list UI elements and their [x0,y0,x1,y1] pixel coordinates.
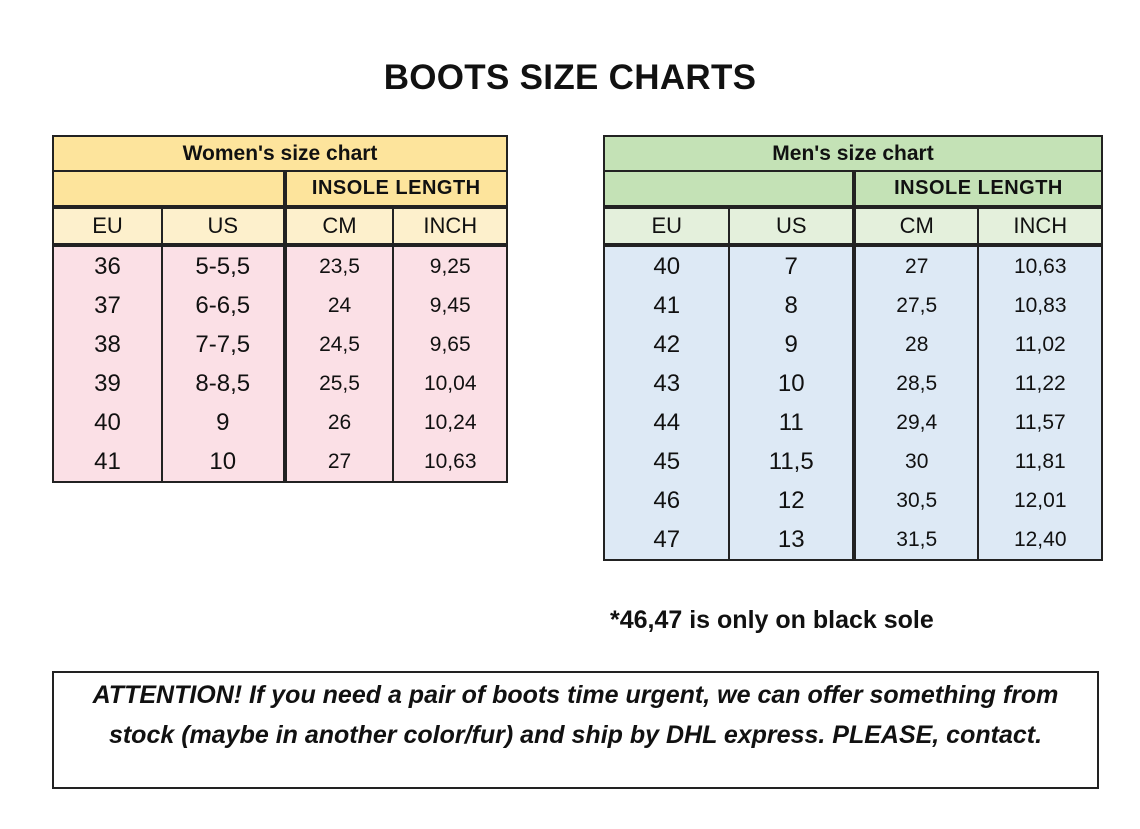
men-us-cell: 12 [728,481,855,520]
women-inch-cell: 10,24 [392,403,508,442]
men-insole-label: INSOLE LENGTH [851,170,1104,208]
table-row: 38 7-7,5 24,5 9,65 [52,325,508,364]
men-header-inch: INCH [977,205,1103,246]
women-header-us: US [160,205,286,246]
men-eu-cell: 43 [602,364,731,403]
women-header-eu: EU [52,205,163,246]
men-us-cell: 13 [728,520,855,561]
men-cm-cell: 30,5 [851,481,980,520]
women-eu-cell: 37 [52,286,163,325]
women-insole-spacer [52,170,286,208]
women-inch-cell: 10,63 [392,442,508,483]
women-header-cm: CM [282,205,395,246]
women-size-table: Women's size chart INSOLE LENGTH EU US C… [52,135,509,483]
attention-notice: ATTENTION! If you need a pair of boots t… [52,671,1099,789]
women-us-cell: 7-7,5 [160,325,286,364]
men-inch-cell: 11,81 [977,442,1103,481]
men-header-eu: EU [602,205,731,246]
women-eu-cell: 40 [52,403,163,442]
women-eu-cell: 39 [52,364,163,403]
men-eu-cell: 41 [602,286,731,325]
women-cm-cell: 27 [282,442,395,483]
table-row: 40 7 27 10,63 [602,243,1103,286]
women-header-inch: INCH [392,205,508,246]
men-inch-cell: 10,83 [977,286,1103,325]
men-cm-cell: 28,5 [851,364,980,403]
table-row: 42 9 28 11,02 [602,325,1103,364]
men-us-cell: 9 [728,325,855,364]
black-sole-note: *46,47 is only on black sole [610,606,934,634]
women-cm-cell: 26 [282,403,395,442]
table-row: 44 11 29,4 11,57 [602,403,1103,442]
men-eu-cell: 47 [602,520,731,561]
men-table-title: Men's size chart [603,135,1103,172]
men-inch-cell: 11,02 [977,325,1103,364]
men-header-us: US [728,205,855,246]
men-eu-cell: 40 [602,243,731,286]
men-us-cell: 8 [728,286,855,325]
women-us-cell: 10 [160,442,286,483]
women-eu-cell: 38 [52,325,163,364]
men-us-cell: 10 [728,364,855,403]
men-inch-cell: 11,22 [977,364,1103,403]
table-row: 45 11,5 30 11,81 [602,442,1103,481]
women-inch-cell: 10,04 [392,364,508,403]
men-inch-cell: 12,01 [977,481,1103,520]
men-cm-cell: 31,5 [851,520,980,561]
women-table-title: Women's size chart [52,135,508,172]
women-inch-cell: 9,25 [392,243,508,286]
men-eu-cell: 46 [602,481,731,520]
table-row: 36 5-5,5 23,5 9,25 [52,243,508,286]
men-header-cm: CM [851,205,980,246]
men-cm-cell: 30 [851,442,980,481]
attention-text: ATTENTION! If you need a pair of boots t… [92,681,1059,749]
women-cm-cell: 24,5 [282,325,395,364]
women-inch-cell: 9,65 [392,325,508,364]
table-row: 47 13 31,5 12,40 [602,520,1103,561]
table-row: 46 12 30,5 12,01 [602,481,1103,520]
men-cm-cell: 29,4 [851,403,980,442]
women-eu-cell: 36 [52,243,163,286]
table-row: 37 6-6,5 24 9,45 [52,286,508,325]
men-eu-cell: 45 [602,442,731,481]
table-row: 41 8 27,5 10,83 [602,286,1103,325]
women-cm-cell: 23,5 [282,243,395,286]
men-us-cell: 11,5 [728,442,855,481]
women-us-cell: 6-6,5 [160,286,286,325]
men-us-cell: 11 [728,403,855,442]
women-cm-cell: 25,5 [282,364,395,403]
table-row: 39 8-8,5 25,5 10,04 [52,364,508,403]
women-us-cell: 8-8,5 [160,364,286,403]
men-insole-spacer [603,170,855,208]
men-eu-cell: 44 [602,403,731,442]
women-us-cell: 5-5,5 [160,243,286,286]
women-eu-cell: 41 [52,442,163,483]
table-row: 40 9 26 10,24 [52,403,508,442]
men-inch-cell: 11,57 [977,403,1103,442]
table-row: 43 10 28,5 11,22 [602,364,1103,403]
men-eu-cell: 42 [602,325,731,364]
men-cm-cell: 27,5 [851,286,980,325]
women-us-cell: 9 [160,403,286,442]
women-cm-cell: 24 [282,286,395,325]
men-us-cell: 7 [728,243,855,286]
women-inch-cell: 9,45 [392,286,508,325]
men-inch-cell: 12,40 [977,520,1103,561]
men-size-table: Men's size chart INSOLE LENGTH EU US CM … [602,135,1104,561]
table-row: 41 10 27 10,63 [52,442,508,483]
men-inch-cell: 10,63 [977,243,1103,286]
men-cm-cell: 28 [851,325,980,364]
page-title: BOOTS SIZE CHARTS [383,58,757,97]
women-insole-label: INSOLE LENGTH [282,170,509,208]
men-cm-cell: 27 [851,243,980,286]
